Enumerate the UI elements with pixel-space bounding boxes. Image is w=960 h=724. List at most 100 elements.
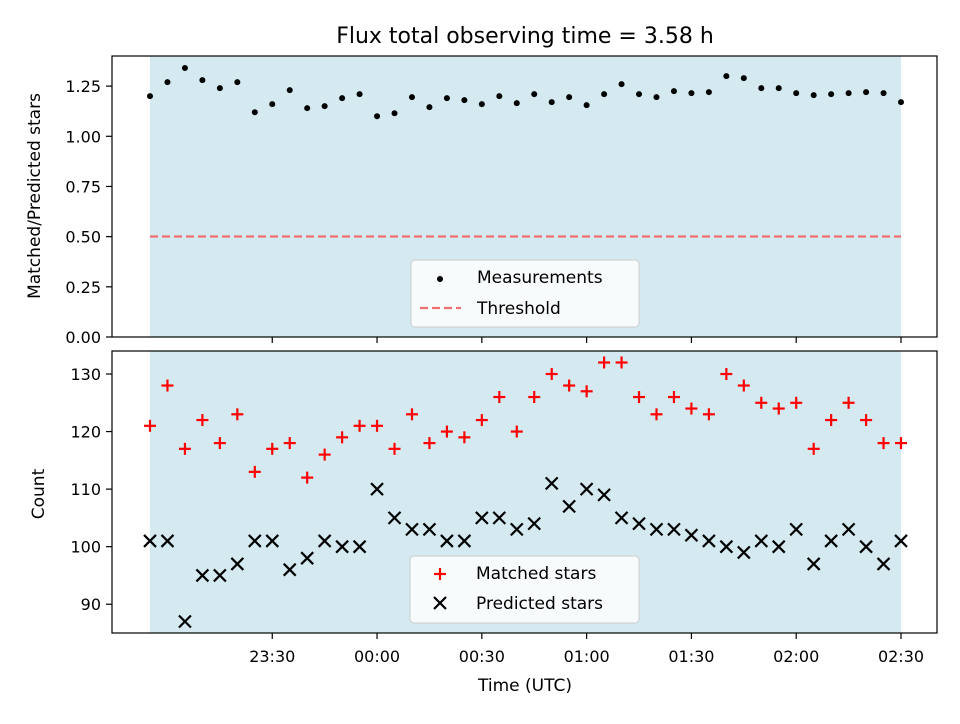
matched-star-point: [388, 442, 401, 455]
matched-star-point: [440, 425, 453, 438]
measurement-point: [356, 91, 363, 98]
matched-star-point: [161, 379, 174, 392]
measurement-point: [740, 75, 747, 82]
predicted-star-point: [352, 539, 367, 554]
top-y-axis-label: Matched/Predicted stars: [25, 93, 45, 299]
matched-star-point: [423, 437, 436, 450]
matched-star-point: [144, 419, 156, 432]
measurement-points: [147, 65, 904, 120]
measurement-point: [898, 99, 904, 106]
measurement-point: [828, 91, 835, 98]
count-points: [143, 356, 908, 629]
measurement-point: [321, 103, 328, 110]
bottom-y-axis: 90 100 110 120 130: [70, 365, 112, 614]
measurement-point: [513, 100, 520, 107]
predicted-star-point: [440, 534, 454, 548]
bottom-x-tick-label: 01:00: [564, 647, 610, 666]
top-plot-frame: [111, 55, 938, 338]
matched-star-point: [196, 414, 209, 427]
predicted-star-point: [387, 511, 402, 525]
matched-star-point: [860, 414, 873, 427]
matched-star-point: [895, 437, 907, 450]
measurement-point: [636, 91, 643, 98]
measurement-point: [199, 77, 206, 84]
predicted-star-point: [579, 482, 594, 496]
measurement-point: [443, 95, 450, 102]
predicted-star-point: [195, 568, 210, 583]
predicted-star-point: [160, 534, 175, 548]
matched-star-point: [510, 425, 523, 438]
measurement-point: [531, 91, 538, 98]
predicted-star-point: [300, 551, 314, 565]
matched-star-point: [755, 396, 768, 409]
matched-star-point: [213, 437, 226, 450]
measurement-point: [269, 101, 276, 108]
measurement-point: [304, 105, 311, 112]
predicted-star-point: [771, 539, 786, 554]
measurement-point: [810, 92, 817, 99]
predicted-star-point: [370, 482, 384, 496]
bottom-x-axis: 23:30 00:00 00:30 01:00 01:30 02:00 02:30: [249, 633, 924, 666]
predicted-star-point: [806, 557, 821, 571]
measurement-point: [863, 89, 870, 96]
matched-star-point: [842, 396, 855, 409]
bottom-y-tick-label: 110: [70, 480, 101, 499]
predicted-star-point: [492, 511, 507, 525]
legend-predicted-marker: [433, 596, 447, 610]
top-y-tick-label: 1.25: [65, 77, 101, 96]
measurement-point: [566, 94, 573, 101]
matched-star-point: [720, 368, 733, 381]
matched-star-point: [248, 465, 261, 478]
matched-star-point: [807, 442, 820, 455]
top-y-tick-label: 0.00: [65, 328, 101, 347]
measurement-point: [496, 93, 503, 100]
measurement-point: [147, 93, 153, 100]
matched-star-point: [563, 379, 576, 392]
bottom-x-axis-label: Time (UTC): [477, 676, 572, 696]
bottom-y-tick-label: 100: [70, 538, 101, 557]
predicted-star-point: [859, 539, 873, 554]
matched-star-point: [405, 408, 418, 421]
measurement-point: [793, 90, 800, 97]
predicted-star-point: [719, 539, 734, 554]
legend-predicted-label: Predicted stars: [476, 594, 603, 614]
predicted-star-point: [841, 522, 856, 537]
measurement-point: [391, 110, 398, 117]
top-y-tick-label: 0.75: [65, 177, 101, 196]
predicted-star-point: [248, 534, 262, 548]
measurement-point: [775, 85, 782, 92]
top-x-axis: [271, 337, 902, 343]
bottom-y-tick-label: 130: [70, 365, 101, 384]
predicted-star-point: [737, 545, 751, 560]
measurement-point: [181, 65, 188, 72]
bottom-x-tick-label: 00:30: [459, 647, 505, 666]
measurement-point: [286, 87, 293, 94]
matched-star-point: [790, 396, 803, 409]
predicted-star-point: [824, 534, 838, 548]
predicted-star-point: [178, 614, 192, 629]
matched-star-point: [737, 379, 750, 392]
measurement-point: [670, 88, 677, 95]
predicted-star-point: [457, 534, 472, 548]
legend-measurements-marker: [437, 276, 443, 282]
predicted-star-point: [597, 488, 611, 502]
measurement-point: [461, 97, 468, 104]
bottom-x-tick-label: 02:00: [773, 647, 819, 666]
predicted-star-point: [527, 516, 542, 531]
bottom-x-tick-label: 02:30: [878, 647, 924, 666]
top-y-tick-label: 0.25: [65, 278, 101, 297]
chart-title: Flux total observing time = 3.58 h: [336, 24, 714, 49]
predicted-star-point: [230, 557, 245, 571]
legend-measurements-label: Measurements: [477, 268, 603, 288]
legend-threshold-label: Threshold: [476, 299, 561, 319]
matched-star-point: [598, 356, 611, 369]
bottom-panel: 90 100 110 120 130 23:30 00:00 00:30 01:00 01:30…: [29, 350, 938, 696]
predicted-star-point: [422, 522, 437, 537]
measurement-point: [339, 95, 346, 102]
measurement-point: [688, 90, 695, 97]
predicted-star-point: [632, 516, 646, 531]
bottom-x-tick-label: 23:30: [249, 647, 295, 666]
matched-star-point: [528, 391, 541, 404]
top-y-tick-label: 1.00: [65, 127, 101, 146]
measurement-point: [880, 90, 887, 97]
